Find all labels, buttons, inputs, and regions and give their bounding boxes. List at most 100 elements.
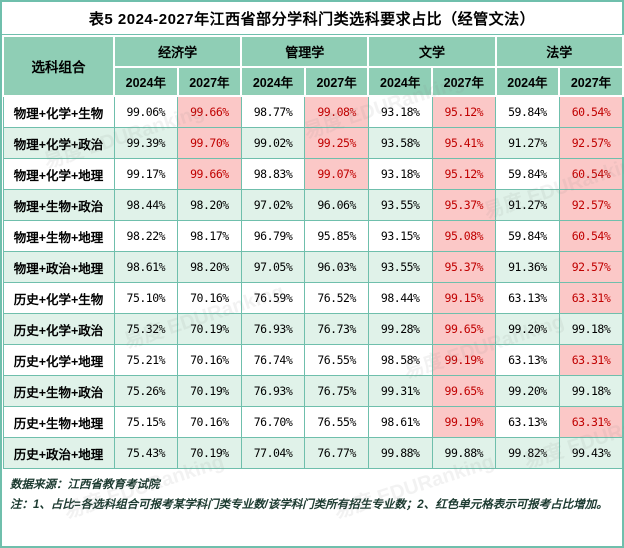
page-title: 表5 2024-2027年江西省部分学科门类选科要求占比（经管文法）	[2, 2, 622, 35]
value-cell: 70.19%	[177, 313, 242, 345]
value-cell: 70.16%	[177, 344, 242, 376]
value-cell: 63.13%	[495, 344, 560, 376]
value-cell: 93.58%	[367, 127, 433, 159]
value-cell-highlighted: 99.66%	[177, 95, 242, 128]
value-cell-highlighted: 99.65%	[431, 313, 497, 345]
value-cell-highlighted: 99.19%	[431, 406, 497, 438]
value-cell: 91.36%	[495, 251, 560, 283]
value-cell: 99.43%	[558, 437, 624, 469]
value-cell-highlighted: 95.12%	[431, 95, 497, 128]
year-header: 2024年	[113, 66, 179, 97]
value-cell: 99.18%	[558, 375, 624, 407]
year-header-row: 2024年 2027年 2024年 2027年 2024年 2027年 2024年 2027年	[3, 66, 624, 97]
corner-header: 选科组合	[2, 35, 115, 97]
value-cell: 93.55%	[367, 189, 433, 221]
table-row: 物理+化学+生物 99.06% 99.66% 98.77% 99.08% 93.18% 95…	[2, 95, 624, 128]
value-cell: 76.55%	[304, 406, 369, 438]
value-cell-highlighted: 99.70%	[177, 127, 242, 159]
value-cell-highlighted: 92.57%	[558, 127, 624, 159]
value-cell: 76.70%	[240, 406, 306, 438]
value-cell: 93.55%	[367, 251, 433, 283]
value-cell: 59.84%	[495, 220, 560, 252]
value-cell: 99.20%	[495, 313, 560, 345]
footer-note: 注：1、占比=各选科组合可报考某学科门类专业数/该学科门类所有招生专业数；2、红…	[10, 499, 608, 512]
selection-requirement-table: 选科组合 经济学 管理学 文学 法学 2024年 2027年 2024年 2027年 2024…	[2, 35, 624, 469]
table-row: 历史+生物+政治 75.26% 70.19% 76.93% 76.75% 99.31% 99…	[2, 375, 624, 407]
combo-cell: 历史+政治+地理	[2, 437, 115, 469]
value-cell: 98.20%	[177, 189, 242, 221]
value-cell: 76.93%	[240, 375, 306, 407]
value-cell: 75.26%	[113, 375, 179, 407]
group-header-economics: 经济学	[112, 35, 243, 68]
year-header: 2027年	[558, 66, 624, 97]
footer-source: 数据来源：江西省教育考试院	[10, 479, 160, 491]
value-cell-highlighted: 95.08%	[431, 220, 497, 252]
value-cell: 91.27%	[495, 189, 560, 221]
table-row: 历史+政治+地理 75.43% 70.19% 77.04% 76.77% 99.88% 99…	[2, 437, 624, 469]
value-cell: 99.18%	[558, 313, 624, 345]
value-cell: 99.31%	[367, 375, 433, 407]
value-cell: 76.55%	[304, 344, 369, 376]
value-cell-highlighted: 60.54%	[558, 95, 624, 128]
value-cell: 70.19%	[177, 375, 242, 407]
table-row: 物理+化学+地理 99.17% 99.66% 98.83% 99.07% 93.18% 95…	[2, 158, 624, 190]
value-cell: 76.73%	[304, 313, 369, 345]
value-cell: 99.20%	[495, 375, 560, 407]
value-cell: 75.43%	[113, 437, 179, 469]
value-cell: 97.05%	[240, 251, 306, 283]
value-cell-highlighted: 60.54%	[558, 220, 624, 252]
table-row: 物理+生物+地理 98.22% 98.17% 96.79% 95.85% 93.15% 95…	[2, 220, 624, 252]
value-cell-highlighted: 95.37%	[431, 189, 497, 221]
value-cell-highlighted: 95.12%	[431, 158, 497, 190]
value-cell: 70.16%	[177, 282, 242, 314]
combo-cell: 历史+生物+政治	[2, 375, 115, 407]
year-header: 2024年	[367, 66, 433, 97]
value-cell: 59.84%	[495, 95, 560, 128]
value-cell: 98.61%	[367, 406, 433, 438]
value-cell: 91.27%	[495, 127, 560, 159]
combo-cell: 物理+化学+政治	[2, 127, 115, 159]
value-cell: 76.74%	[240, 344, 306, 376]
value-cell: 76.77%	[304, 437, 369, 469]
value-cell-highlighted: 63.31%	[558, 344, 624, 376]
value-cell: 98.44%	[367, 282, 433, 314]
value-cell-highlighted: 99.07%	[304, 158, 369, 190]
value-cell: 98.77%	[240, 95, 306, 128]
value-cell: 93.18%	[367, 95, 433, 128]
value-cell: 70.19%	[177, 437, 242, 469]
value-cell-highlighted: 92.57%	[558, 251, 624, 283]
value-cell: 76.52%	[304, 282, 369, 314]
table-row: 物理+政治+地理 98.61% 98.20% 97.05% 96.03% 93.55% 95…	[2, 251, 624, 283]
value-cell: 98.58%	[367, 344, 433, 376]
value-cell: 98.22%	[113, 220, 179, 252]
year-header: 2027年	[431, 66, 497, 97]
value-cell: 75.15%	[113, 406, 179, 438]
table-row: 历史+化学+地理 75.21% 70.16% 76.74% 76.55% 98.58% 99…	[2, 344, 624, 376]
value-cell-highlighted: 92.57%	[558, 189, 624, 221]
combo-cell: 物理+生物+政治	[2, 189, 115, 221]
value-cell: 99.88%	[367, 437, 433, 469]
combo-cell: 物理+化学+地理	[2, 158, 115, 190]
value-cell: 99.02%	[240, 127, 306, 159]
value-cell: 99.88%	[431, 437, 497, 469]
table-body: 物理+化学+生物 99.06% 99.66% 98.77% 99.08% 93.18% 95…	[2, 95, 624, 469]
value-cell-highlighted: 99.08%	[304, 95, 369, 128]
value-cell: 63.13%	[495, 282, 560, 314]
value-cell: 98.17%	[177, 220, 242, 252]
value-cell: 96.03%	[304, 251, 369, 283]
value-cell-highlighted: 95.37%	[431, 251, 497, 283]
value-cell-highlighted: 99.66%	[177, 158, 242, 190]
value-cell-highlighted: 63.31%	[558, 282, 624, 314]
value-cell: 98.20%	[177, 251, 242, 283]
value-cell: 99.28%	[367, 313, 433, 345]
combo-cell: 物理+化学+生物	[2, 95, 115, 128]
value-cell: 76.93%	[240, 313, 306, 345]
table-row: 历史+化学+政治 75.32% 70.19% 76.93% 76.73% 99.28% 99…	[2, 313, 624, 345]
value-cell-highlighted: 60.54%	[558, 158, 624, 190]
value-cell-highlighted: 99.65%	[431, 375, 497, 407]
value-cell: 70.16%	[177, 406, 242, 438]
table-footer: 数据来源：江西省教育考试院 注：1、占比=各选科组合可报考某学科门类专业数/该学…	[2, 469, 622, 515]
year-header: 2027年	[176, 66, 243, 97]
group-header-literature: 文学	[367, 35, 497, 68]
